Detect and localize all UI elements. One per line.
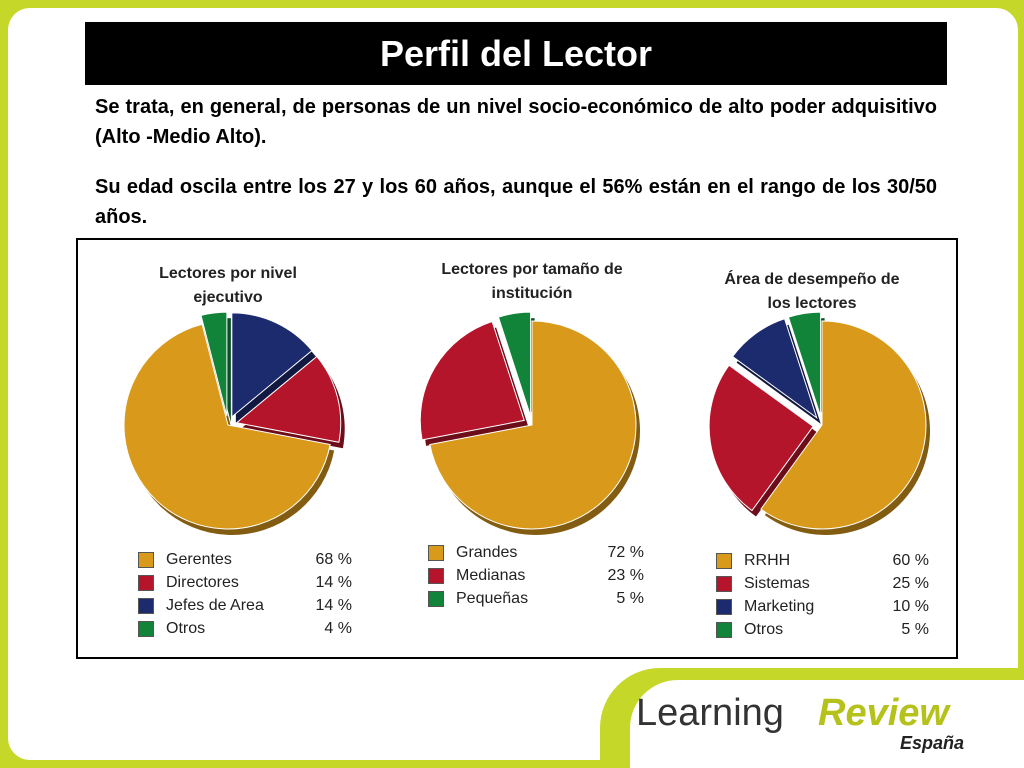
legend-swatch — [428, 568, 444, 584]
legend-swatch — [138, 552, 154, 568]
legend-swatch — [138, 621, 154, 637]
legend-swatch — [428, 545, 444, 561]
legend-label: Marketing — [744, 598, 815, 615]
pie-slice — [497, 311, 532, 417]
legend-entry: Grandes 72 % — [428, 541, 644, 564]
pie-slice — [419, 320, 525, 441]
value-label: 14 % — [315, 574, 352, 591]
legend-label: Otros — [166, 620, 206, 637]
legend-label: Directores — [166, 574, 239, 591]
legend-label: Medianas — [456, 567, 526, 584]
pie-slice — [231, 312, 313, 418]
value-label: 68 % — [315, 551, 352, 568]
pie-slice — [760, 320, 927, 530]
legend-label: Grandes — [456, 544, 518, 561]
value-label: 23 % — [607, 567, 644, 584]
logo-region: España — [900, 733, 965, 753]
legend-label: Gerentes — [166, 551, 232, 568]
legend-entry: Directores 14 % — [138, 571, 352, 594]
slide-title: Perfil del Lector — [85, 22, 947, 85]
legend-entry: Marketing 10 % — [716, 595, 929, 618]
pie-slice — [731, 318, 818, 420]
chart-title: Lectores por tamaño de institución — [441, 261, 623, 302]
legend-label: Sistemas — [744, 575, 810, 592]
legend-swatch — [138, 575, 154, 591]
legend-entry: RRHH 60 % — [716, 549, 929, 572]
value-label: 4 % — [324, 620, 352, 637]
legend-swatch — [716, 599, 732, 615]
legend-entry: Jefes de Area 14 % — [138, 594, 352, 617]
legend-label: Pequeñas — [456, 590, 529, 607]
pie-slice — [787, 311, 822, 417]
legend-entry: Medianas 23 % — [428, 564, 644, 587]
value-label: 60 % — [892, 552, 929, 569]
pie-slice — [200, 311, 228, 417]
legend-label: RRHH — [744, 552, 791, 569]
legend-swatch — [138, 598, 154, 614]
legend-entry: Sistemas 25 % — [716, 572, 929, 595]
legend-label: Otros — [744, 621, 784, 638]
value-label: 5 % — [616, 590, 644, 607]
value-label: 72 % — [607, 544, 644, 561]
legend-label: Jefes de Area — [166, 597, 264, 614]
legend-entry: Gerentes 68 % — [138, 548, 352, 571]
legend-entry: Pequeñas 5 % — [428, 587, 644, 610]
logo-name: Learning — [636, 692, 784, 734]
legend-swatch — [716, 622, 732, 638]
paragraph: Su edad oscila entre los 27 y los 60 año… — [95, 176, 937, 228]
legend-entry: Otros 5 % — [716, 618, 929, 641]
value-label: 14 % — [315, 597, 352, 614]
pie-slice — [235, 355, 342, 443]
legend-swatch — [716, 576, 732, 592]
logo-accent: Review — [818, 692, 949, 734]
legend-entry: Otros 4 % — [138, 617, 352, 640]
pie-slice — [708, 364, 814, 512]
pie-slice — [429, 320, 637, 530]
value-label: 10 % — [892, 598, 929, 615]
legend-swatch — [716, 553, 732, 569]
paragraph: Se trata, en general, de personas de un … — [95, 96, 937, 148]
value-label: 25 % — [892, 575, 929, 592]
pie-slice — [123, 323, 331, 530]
logo-panel — [630, 680, 1024, 768]
chart-title: Área de desempeño de los lectores — [724, 271, 900, 312]
chart-title: Lectores por nivel ejecutivo — [159, 265, 297, 306]
legend-swatch — [428, 591, 444, 607]
value-label: 5 % — [901, 621, 929, 638]
